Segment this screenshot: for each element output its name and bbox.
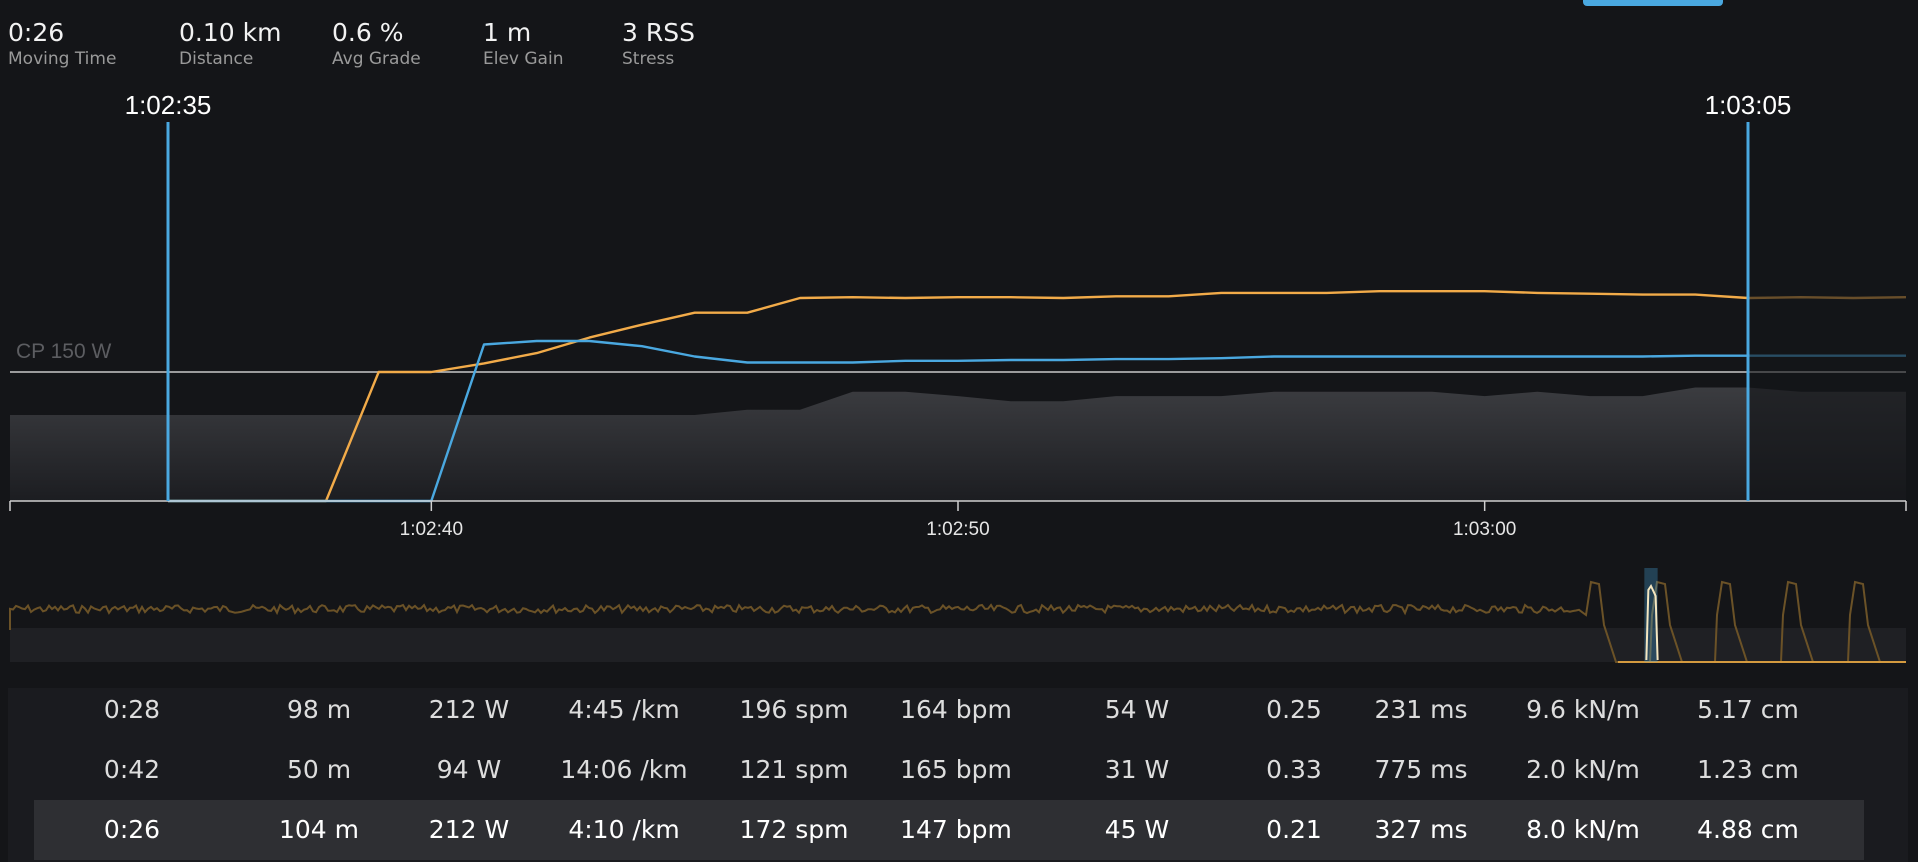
stat-moving-time: 0:26 Moving Time (8, 18, 116, 69)
selection-start-label: 1:02:35 (125, 90, 212, 120)
stat-value: 0:26 (8, 18, 65, 47)
lap-cell: 104 m (278, 815, 360, 844)
lap-cell: 98 m (286, 695, 352, 724)
lap-cell: 54 W (1104, 695, 1170, 724)
laps-table: 0:28 98 m 212 W 4:45 /km 196 spm 164 bpm 54 W 0… (8, 688, 1908, 862)
stat-value: 0.6 % (332, 18, 404, 47)
lap-cell: 0.21 (1266, 815, 1322, 844)
x-tick-label: 1:02:50 (926, 519, 989, 540)
lap-cell: 4:45 /km (568, 695, 680, 724)
overview-power-trace (9, 580, 1906, 663)
selection-end-label: 1:03:05 (1705, 90, 1792, 120)
lap-cell: 4.88 cm (1697, 815, 1799, 844)
stat-elev-gain: 1 m Elev Gain (483, 18, 563, 69)
stat-label: Stress (622, 49, 675, 69)
lap-cell: 8.0 kN/m (1526, 815, 1640, 844)
stat-value: 1 m (483, 18, 532, 47)
series-blue-line (168, 339, 1906, 503)
lap-cell: 164 bpm (900, 695, 1012, 724)
lap-cell: 165 bpm (900, 755, 1012, 784)
lap-cell: 5.17 cm (1697, 695, 1799, 724)
lap-cell: 0.25 (1266, 695, 1322, 724)
overview-elevation-band (10, 628, 1906, 662)
stat-label: Avg Grade (332, 49, 421, 69)
stat-distance: 0.10 km Distance (179, 18, 281, 69)
cp-label: CP 150 W (16, 340, 111, 363)
lap-row[interactable]: 0:42 50 m 94 W 14:06 /km 121 spm 165 bpm 31 W 0… (34, 740, 1864, 800)
stat-label: Moving Time (8, 49, 117, 69)
lap-cell: 196 spm (739, 695, 849, 724)
outside-selection-overlay (1749, 110, 1918, 501)
lap-row[interactable]: 0:28 98 m 212 W 4:45 /km 196 spm 164 bpm 54 W 0… (34, 680, 1864, 740)
lap-cell: 45 W (1104, 815, 1170, 844)
stat-value: 3 RSS (622, 18, 695, 47)
series-orange-line (168, 290, 1907, 503)
lap-cell: 9.6 kN/m (1526, 695, 1640, 724)
stat-label: Distance (179, 49, 254, 69)
lap-cell: 31 W (1104, 755, 1170, 784)
lap-cell: 231 ms (1374, 695, 1468, 724)
lap-cell: 212 W (428, 815, 510, 844)
power-chart[interactable]: CP 150 W 1:02:40 1:02:50 1:03:00 1:02:35 1:03… (0, 80, 1918, 540)
lap-cell: 0:26 (103, 815, 161, 844)
lap-cell: 50 m (286, 755, 352, 784)
x-tick-label: 1:03:00 (1453, 519, 1516, 540)
stat-value: 0.10 km (179, 18, 282, 47)
lap-cell: 147 bpm (900, 815, 1012, 844)
lap-cell: 0:28 (103, 695, 161, 724)
lap-cell: 775 ms (1374, 755, 1468, 784)
lap-row[interactable]: 0:26 104 m 212 W 4:10 /km 172 spm 147 bpm 45 W… (34, 800, 1864, 860)
lap-cell: 212 W (428, 695, 510, 724)
overview-selected-trace (1645, 583, 1659, 661)
lap-cell: 1.23 cm (1697, 755, 1799, 784)
lap-cell: 121 spm (739, 755, 849, 784)
lap-cell: 0:42 (103, 755, 161, 784)
lap-cell: 327 ms (1374, 815, 1468, 844)
lap-cell: 2.0 kN/m (1526, 755, 1640, 784)
lap-cell: 4:10 /km (568, 815, 680, 844)
lap-cell: 94 W (436, 755, 502, 784)
x-tick-label: 1:02:40 (400, 519, 463, 540)
lap-cell: 172 spm (739, 815, 849, 844)
stat-label: Elev Gain (483, 49, 564, 69)
selected-tab-indicator[interactable] (1583, 0, 1723, 6)
stat-avg-grade: 0.6 % Avg Grade (332, 18, 421, 69)
lap-cell: 14:06 /km (560, 755, 688, 784)
lap-cell: 0.33 (1266, 755, 1322, 784)
overview-chart[interactable] (0, 560, 1918, 670)
stat-stress: 3 RSS Stress (622, 18, 695, 69)
elevation-area (10, 387, 1906, 501)
